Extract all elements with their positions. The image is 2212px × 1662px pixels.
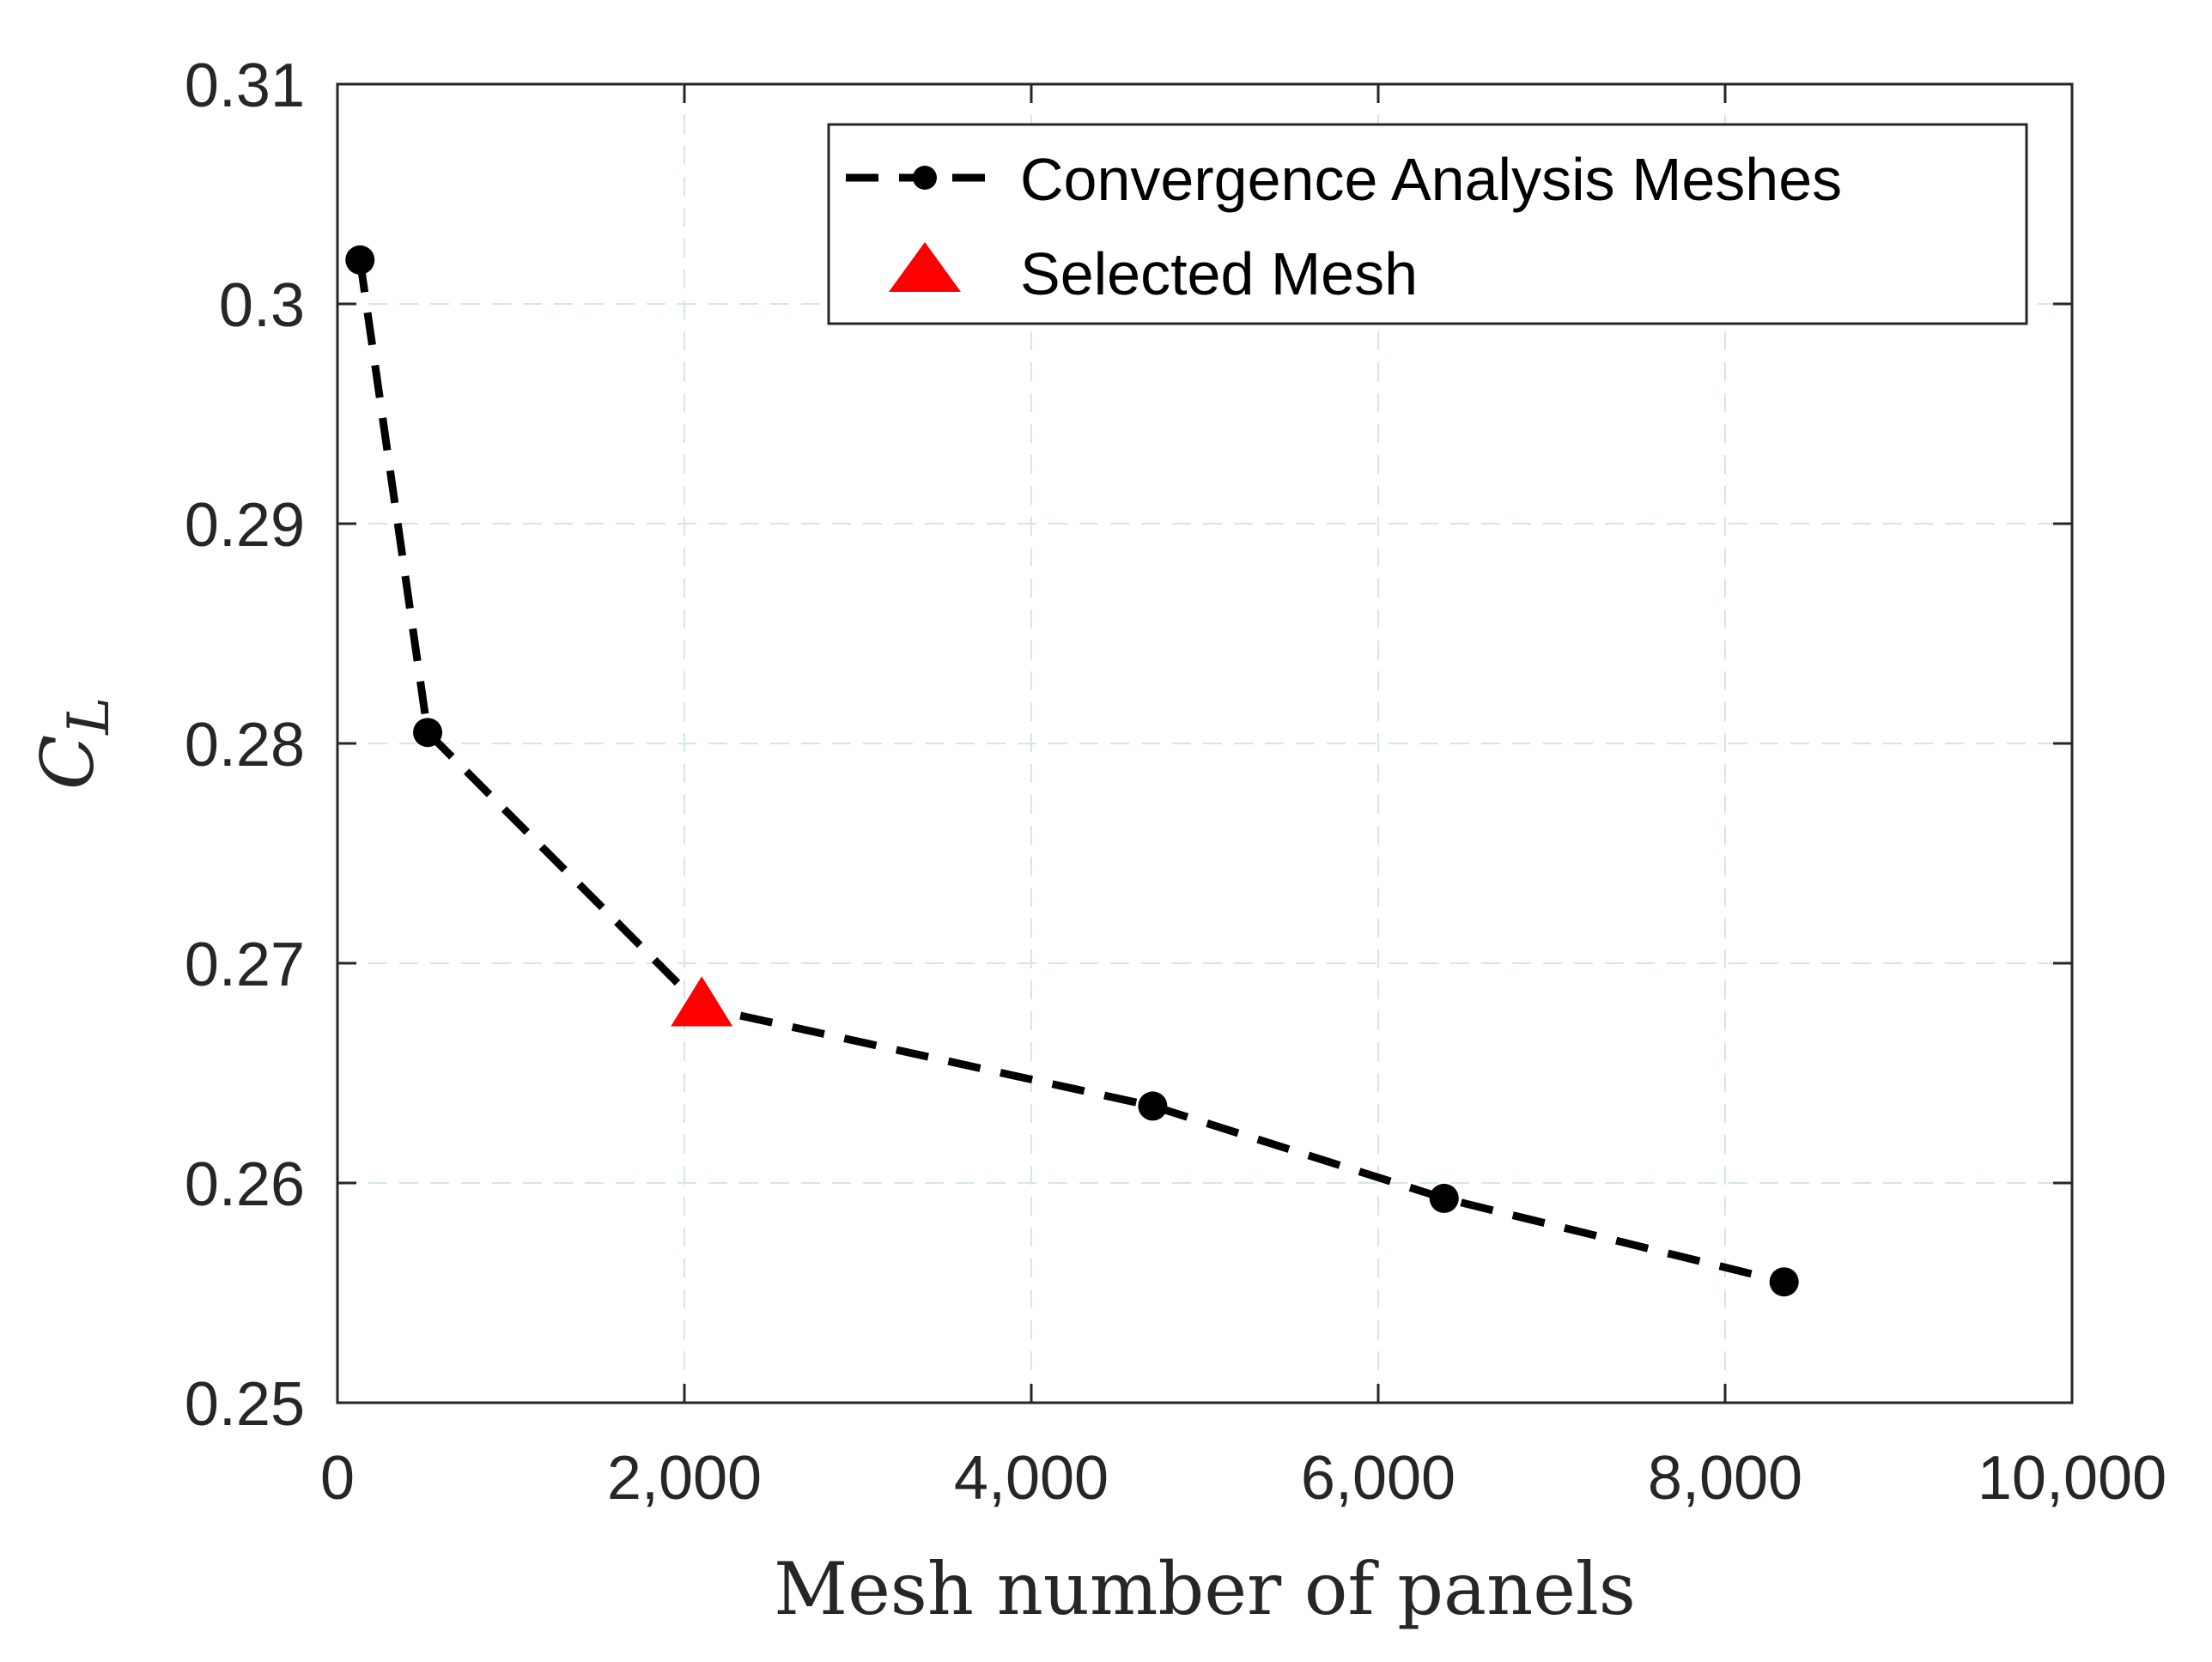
legend-box (827, 123, 2028, 325)
selected-mesh-point (671, 976, 733, 1027)
convergence-data-point (1138, 1091, 1168, 1121)
convergence-data-point (1769, 1267, 1799, 1297)
x-tick-label: 2,000 (607, 1444, 762, 1513)
x-tick-label: 4,000 (954, 1444, 1109, 1513)
y-axis-label: C (26, 735, 110, 790)
y-axis-label-subscript: L (56, 697, 122, 736)
convergence-data-point (345, 245, 375, 275)
y-tick-labels: 0.25 0.26 0.27 0.28 0.29 0.3 0.31 (185, 52, 305, 1439)
data-series (345, 245, 1799, 1297)
y-axis-label-group: CL (26, 697, 122, 790)
y-tick-label: 0.25 (185, 1370, 305, 1439)
legend: Convergence Analysis Meshes Selected Mes… (827, 123, 2028, 325)
legend-triangle-swatch (889, 242, 961, 292)
y-tick-label: 0.26 (185, 1150, 305, 1219)
x-tick-label: 6,000 (1301, 1444, 1455, 1513)
legend-dot-swatch (913, 166, 937, 190)
svg-text:CL: CL (26, 697, 122, 790)
x-tick-label: 8,000 (1648, 1444, 1802, 1513)
y-tick-label: 0.28 (185, 711, 305, 779)
convergence-series-line (356, 259, 1785, 1286)
x-tick-labels: 0 2,000 4,000 6,000 8,000 10,000 (320, 1444, 2166, 1513)
x-tick-label: 0 (320, 1444, 355, 1513)
convergence-data-point (1429, 1183, 1459, 1213)
convergence-data-point (413, 718, 443, 748)
x-tick-label: 10,000 (1978, 1444, 2166, 1513)
y-tick-label: 0.29 (185, 491, 305, 560)
legend-label-selected: Selected Mesh (1020, 240, 1418, 307)
plot-box (336, 82, 2074, 1404)
y-tick-label: 0.27 (185, 931, 305, 999)
x-axis-label: Mesh number of panels (774, 1547, 1636, 1631)
legend-label-convergence: Convergence Analysis Meshes (1020, 146, 1842, 213)
y-tick-label: 0.31 (185, 52, 305, 120)
y-tick-label: 0.3 (219, 271, 305, 340)
